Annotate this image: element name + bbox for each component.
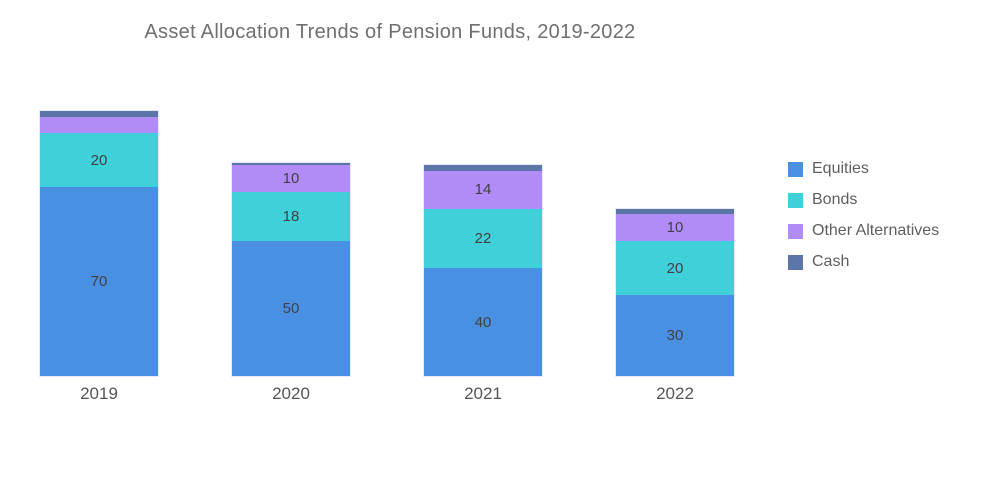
x-axis-label-2022: 2022 (656, 384, 694, 403)
legend-swatch-equities (788, 161, 803, 177)
legend-label: Equities (812, 160, 869, 177)
bar-segment-cash-2022 (616, 208, 734, 214)
legend-label: Cash (812, 253, 850, 270)
value-label: 14 (474, 181, 492, 199)
bar-segment-bonds-2021: 22 (424, 208, 542, 268)
legend-swatch-bonds (788, 192, 803, 208)
legend-item-cash: Cash (788, 253, 939, 271)
legend-swatch-cash (788, 254, 803, 270)
bar-2021: 14 22 40 (424, 165, 542, 376)
bar-segment-other-alternatives-2021: 14 (424, 170, 542, 209)
value-label: 20 (666, 259, 684, 277)
value-label: 40 (474, 313, 492, 331)
bar-segment-other-alternatives-2022: 10 (616, 214, 734, 241)
bar-2019: 20 70 (40, 111, 158, 376)
bar-segment-equities-2022: 30 (616, 295, 734, 376)
plot-area: 20 70 10 18 50 14 22 40 10 20 30 (40, 111, 734, 376)
x-axis-label-2020: 2020 (272, 384, 310, 403)
bar-segment-other-alternatives-2020: 10 (232, 165, 350, 193)
bar-segment-cash-2020 (232, 162, 350, 166)
x-axis-label-2021: 2021 (464, 384, 502, 403)
legend-swatch-other-alternatives (788, 223, 803, 239)
legend-item-other-alternatives: Other Alternatives (788, 222, 939, 240)
value-label: 30 (666, 327, 684, 344)
bar-segment-equities-2021: 40 (424, 268, 542, 376)
bar-segment-bonds-2022: 20 (616, 241, 734, 295)
legend-label: Bonds (812, 191, 858, 208)
value-label: 50 (282, 300, 300, 317)
value-label: 22 (474, 229, 492, 247)
legend: Equities Bonds Other Alternatives Cash (788, 160, 939, 271)
value-label: 18 (282, 208, 300, 226)
bar-segment-cash-2019 (40, 111, 158, 117)
legend-item-bonds: Bonds (788, 191, 939, 209)
value-label: 10 (666, 219, 684, 236)
legend-item-equities: Equities (788, 160, 939, 178)
bar-segment-other-alternatives-2019 (40, 116, 158, 133)
legend-label: Other Alternatives (812, 222, 940, 239)
bar-segment-cash-2021 (424, 165, 542, 171)
value-label: 20 (90, 151, 108, 169)
value-label: 10 (282, 170, 300, 188)
bar-2020: 10 18 50 (232, 162, 350, 376)
bar-2022: 10 20 30 (616, 208, 734, 376)
bar-segment-bonds-2019: 20 (40, 133, 158, 187)
x-axis-label-2019: 2019 (80, 384, 118, 403)
bar-segment-equities-2019: 70 (40, 187, 158, 376)
bar-segment-bonds-2020: 18 (232, 192, 350, 241)
bar-segment-equities-2020: 50 (232, 241, 350, 376)
chart-title: Asset Allocation Trends of Pension Funds… (144, 21, 636, 43)
value-label: 70 (90, 273, 108, 290)
